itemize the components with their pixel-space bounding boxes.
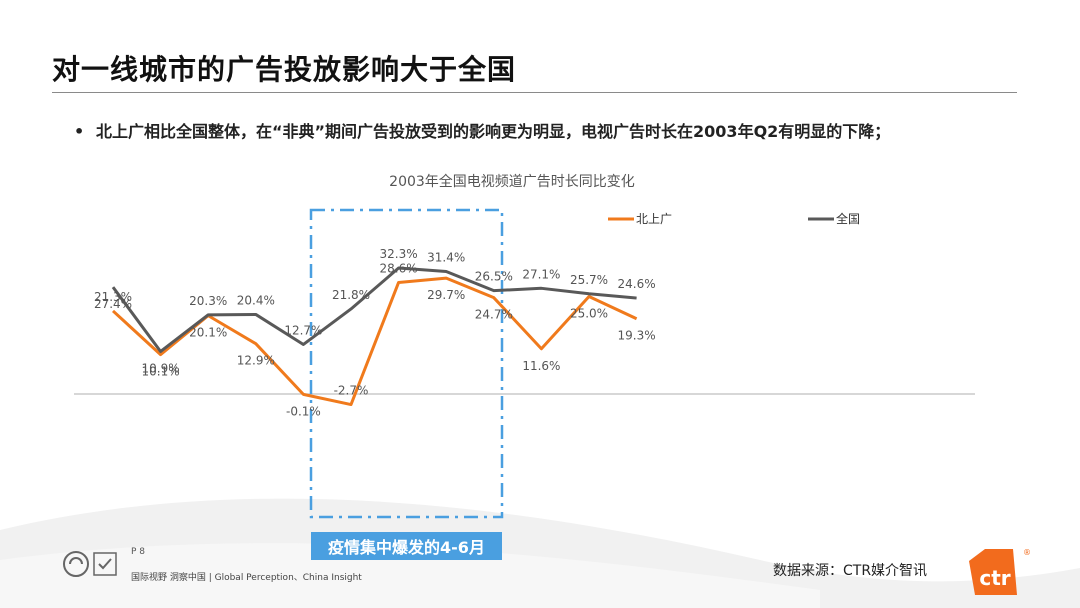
data-label: 10.9%: [142, 361, 180, 375]
data-label: 21.8%: [332, 288, 370, 302]
data-label: 12.7%: [284, 323, 322, 337]
highlight-box: [309, 208, 504, 519]
data-label: -2.7%: [334, 384, 369, 398]
data-label: 21.3%: [94, 290, 132, 304]
data-label: -0.1%: [286, 404, 321, 418]
bullet-text: 北上广相比全国整体，在“非典”期间广告投放受到的影响更为明显，电视广告时长在20…: [96, 122, 891, 141]
ctr-logo: ctr ®: [969, 548, 1031, 595]
series-layer: [111, 266, 638, 407]
registered-mark: ®: [1023, 548, 1031, 557]
legend-label: 全国: [836, 211, 860, 226]
page-title: 对一线城市的广告投放影响大于全国: [52, 53, 517, 86]
bullet-icon: •: [74, 122, 85, 141]
data-label: 11.6%: [522, 359, 560, 373]
legend-label: 北上广: [636, 212, 672, 226]
highlight-tag: 疫情集中爆发的4-6月: [311, 532, 502, 560]
data-label: 25.0%: [570, 307, 608, 321]
data-label: 24.7%: [475, 308, 513, 322]
page-number: P 8: [131, 547, 146, 557]
data-label: 20.3%: [189, 294, 227, 308]
data-label: 12.9%: [237, 354, 275, 368]
series-line-national: [111, 266, 637, 353]
label-layer: 21.3% 10.1% 20.1% 12.9% -0.1% -2.7% 28.6% 29.7%…: [94, 247, 656, 418]
chart-legend: 北上广 全国: [608, 211, 860, 226]
data-label: 25.7%: [570, 273, 608, 287]
data-label: 26.5%: [475, 270, 513, 284]
data-label: 27.1%: [522, 267, 560, 281]
data-label: 31.4%: [427, 251, 465, 265]
ctr-logo-text: ctr: [979, 566, 1010, 590]
data-label: 32.3%: [380, 247, 418, 261]
chart-title: 2003年全国电视频道广告时长同比变化: [389, 173, 635, 190]
bullet-point: • 北上广相比全国整体，在“非典”期间广告投放受到的影响更为明显，电视广告时长在2…: [74, 118, 890, 142]
certification-logos: [63, 551, 117, 577]
data-label: 27.4%: [94, 297, 132, 311]
data-label: 29.7%: [427, 288, 465, 302]
data-label: 19.3%: [618, 329, 656, 343]
data-source: 数据来源：CTR媒介智讯: [773, 563, 928, 579]
title-divider: [52, 92, 1017, 93]
data-label: 24.6%: [618, 277, 656, 291]
footer-slogan: 国际视野 洞察中国 | Global Perception、China Insi…: [131, 573, 362, 583]
data-label: 10.1%: [142, 365, 180, 379]
data-label: 20.4%: [237, 293, 275, 307]
data-label: 28.6%: [380, 261, 418, 275]
data-label: 20.1%: [189, 326, 227, 340]
